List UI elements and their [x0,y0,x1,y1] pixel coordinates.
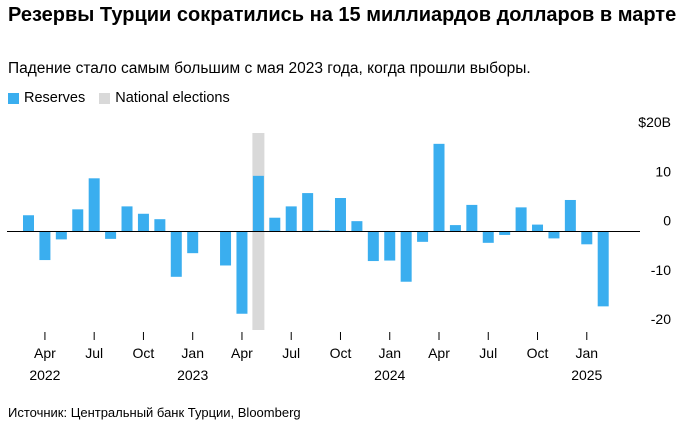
legend-item-elections: National elections [99,90,230,106]
x-tick-label-5: Jul [282,345,300,361]
x-tick-label-4: Apr [231,345,253,361]
y-tick-label-3: -10 [651,262,671,278]
bar-2023-04 [236,231,248,314]
bar-2022-12 [170,231,182,277]
x-tick-label-6: Oct [330,345,352,361]
bar-2022-05 [55,231,67,240]
bar-2024-01 [384,231,396,261]
x-tick-label-7: Jan [378,345,401,361]
bar-2024-11 [548,231,560,239]
x-tick-label-9: Jul [479,345,497,361]
x-tick-label-1: Jul [85,345,103,361]
bar-2022-06 [72,209,84,232]
y-tick-label-4: -20 [651,311,671,327]
x-year-label-2025: 2025 [571,367,602,383]
bar-2023-05 [252,175,264,232]
bar-2022-07 [88,178,100,232]
x-tick-label-8: Apr [428,345,450,361]
x-tick-label-3: Jan [181,345,204,361]
y-tick-label-0: $20B [638,114,671,130]
bar-2022-10 [137,213,149,232]
bar-2023-01 [187,231,199,254]
bar-2022-04 [39,231,51,261]
bar-2025-01 [581,231,593,245]
legend-swatch-elections [99,92,111,104]
legend-label-elections: National elections [115,90,230,106]
bar-2024-04 [433,143,445,232]
x-year-label-2022: 2022 [29,367,60,383]
bar-2024-12 [564,199,576,232]
x-tick-label-11: Jan [575,345,598,361]
y-tick-label-2: 0 [663,213,671,229]
x-year-label-2023: 2023 [177,367,208,383]
bar-2025-02 [597,231,609,307]
bar-2022-09 [121,206,133,232]
bar-2024-08 [499,231,511,235]
x-tick-label-0: Apr [34,345,56,361]
legend-label-reserves: Reserves [24,90,86,106]
y-tick-label-1: 10 [655,163,671,179]
bar-2024-09 [515,207,527,232]
bar-2022-11 [154,219,166,232]
bar-2024-10 [532,224,544,232]
bar-2024-05 [449,225,461,232]
bar-2023-06 [269,217,281,232]
bar-2023-07 [285,206,297,232]
bar-2023-08 [302,193,314,232]
bar-2024-03 [417,231,429,242]
source-note: Источник: Центральный банк Турции, Bloom… [8,405,301,420]
bar-2024-07 [482,231,494,243]
bar-2022-03 [23,215,34,232]
bar-2023-10 [334,198,346,232]
legend: Reserves National elections [8,88,244,108]
chart-subtitle: Падение стало самым большим с мая 2023 г… [8,60,531,77]
bar-2023-11 [351,221,363,232]
x-tick-label-2: Oct [133,345,155,361]
chart-title: Резервы Турции сократились на 15 миллиар… [8,4,677,26]
bar-2024-06 [466,204,478,232]
legend-swatch-reserves [8,92,19,104]
x-tick-label-10: Oct [527,345,549,361]
bar-2022-08 [105,231,117,239]
x-year-label-2024: 2024 [374,367,405,383]
bar-2023-12 [367,231,379,262]
bar-2023-03 [220,231,232,266]
bar-2024-02 [400,231,412,282]
legend-item-reserves: Reserves [8,90,85,106]
